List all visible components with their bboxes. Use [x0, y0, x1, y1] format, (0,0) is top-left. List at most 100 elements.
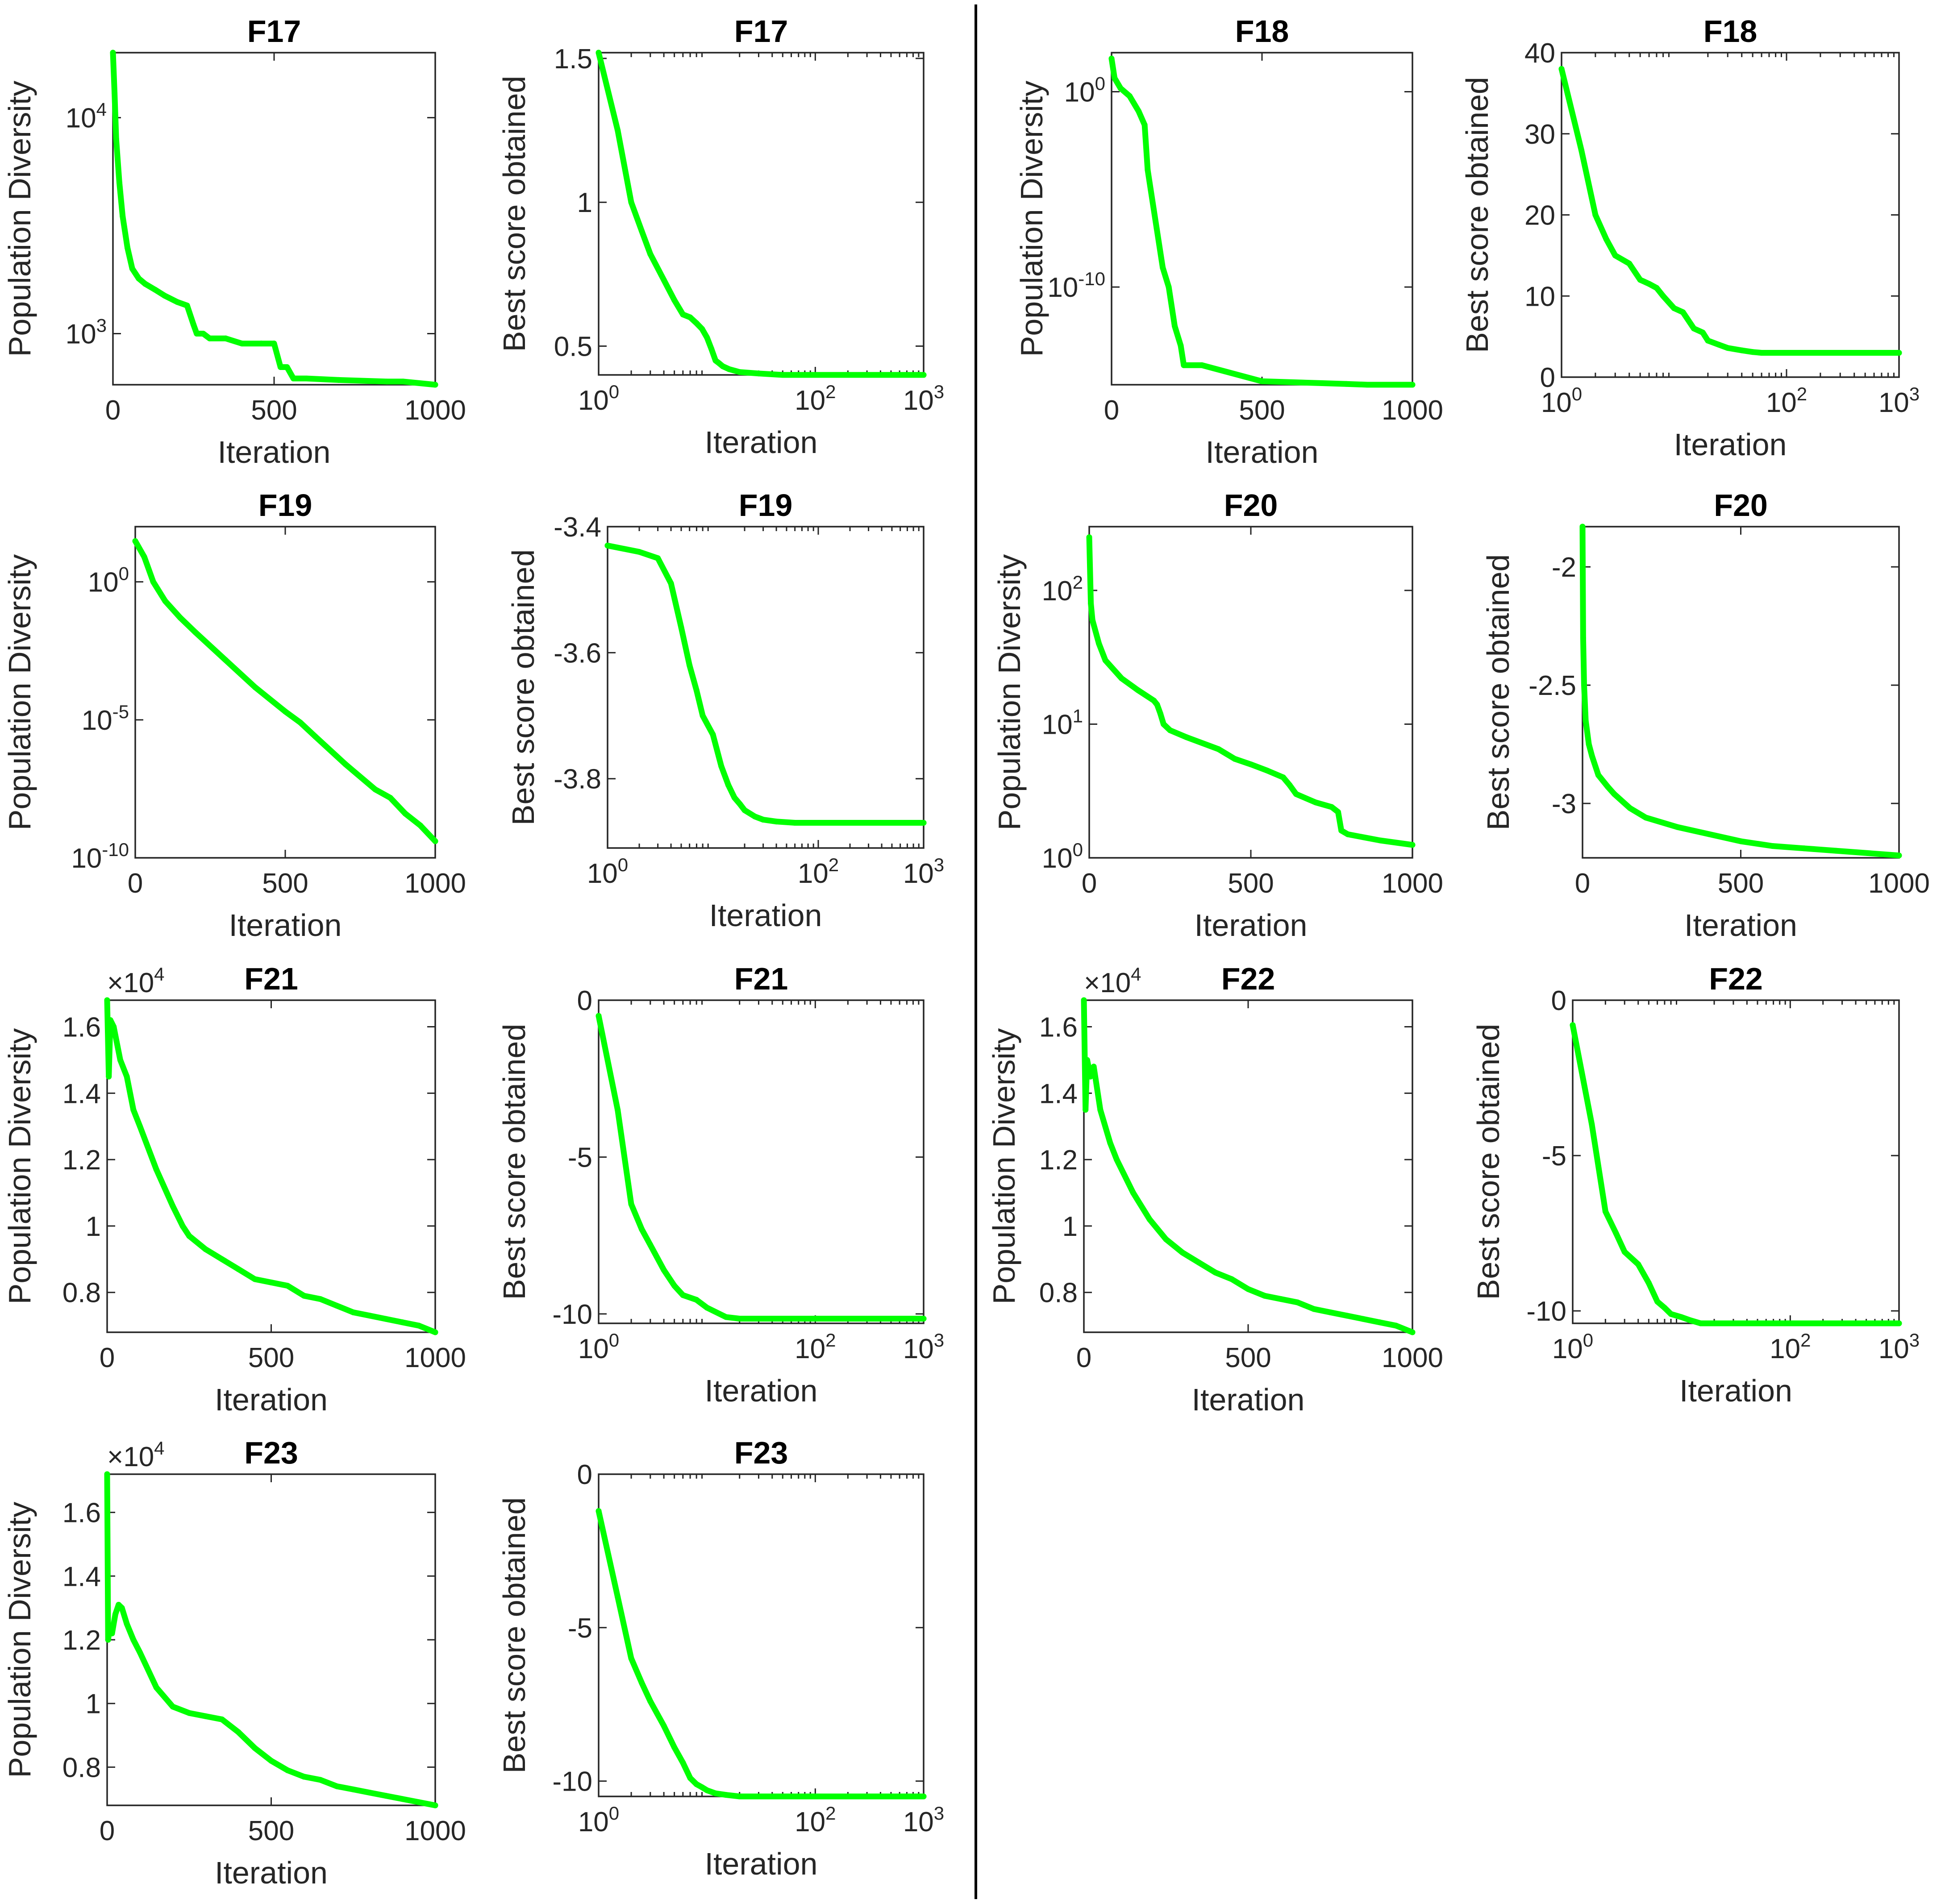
- tick-label-y: 1.2: [1039, 1145, 1078, 1176]
- tick-label-y: 10-5: [82, 701, 129, 736]
- data-point: [1329, 804, 1335, 810]
- data-point: [222, 657, 229, 663]
- data-point: [142, 281, 148, 287]
- tick-label-y: 0.8: [62, 1752, 101, 1783]
- tick-label-x: 500: [1239, 395, 1285, 426]
- data-point: [136, 275, 142, 282]
- data-point: [335, 377, 342, 383]
- tick-label-y: 101: [1042, 705, 1083, 740]
- tick-label-y: 0: [1540, 362, 1555, 393]
- data-point: [1212, 1269, 1218, 1276]
- tick-label-x: 1000: [1868, 868, 1930, 899]
- data-point: [258, 341, 264, 347]
- data-point: [112, 1611, 118, 1617]
- data-point: [150, 579, 156, 585]
- tick-label-x: 100: [578, 1330, 619, 1364]
- tick-label-y: 1.6: [1039, 1012, 1078, 1043]
- data-point: [680, 1759, 686, 1766]
- tick-label-y: 1.2: [62, 1625, 101, 1656]
- axis-exponent-base: ×10: [1084, 968, 1131, 998]
- data-point: [303, 375, 309, 382]
- data-point: [119, 1605, 125, 1611]
- data-point: [334, 1783, 340, 1789]
- tick-label-y-exp: 1: [1073, 705, 1083, 726]
- data-point: [920, 1315, 927, 1322]
- plot-area: [598, 52, 925, 376]
- x-axis-label: Iteration: [1195, 908, 1308, 943]
- data-point: [1749, 349, 1756, 355]
- data-point: [1161, 721, 1167, 727]
- tick-label-y-exp: -10: [102, 839, 129, 860]
- data-point: [1146, 1216, 1153, 1222]
- data-point: [1671, 305, 1677, 312]
- data-point: [239, 341, 245, 347]
- data-point: [284, 1283, 291, 1289]
- data-point: [1896, 349, 1902, 356]
- tick-label-x-exp: 2: [825, 1803, 836, 1824]
- tick-label-y-exp: 0: [1073, 839, 1083, 860]
- data-point: [693, 687, 700, 694]
- data-point: [1662, 1305, 1668, 1311]
- tick-label-x-base: 10: [903, 1334, 934, 1364]
- data-point: [219, 1716, 225, 1722]
- series-line: [104, 1471, 438, 1808]
- tick-label-x: 100: [1552, 1330, 1593, 1364]
- tick-label-y-exp: 4: [96, 99, 107, 120]
- tick-label-y: 0.5: [554, 332, 592, 362]
- data-point: [1130, 1190, 1136, 1196]
- data-point: [192, 629, 198, 635]
- data-point: [1678, 1314, 1685, 1320]
- data-point: [317, 1296, 324, 1302]
- chart-title: F23: [734, 1435, 788, 1470]
- data-point: [1711, 1320, 1717, 1326]
- y-axis-label: Best score obtained: [1471, 1024, 1506, 1300]
- data-point: [671, 1283, 678, 1289]
- data-point: [1589, 1121, 1595, 1127]
- data-point: [1602, 1208, 1608, 1214]
- tick-label-x: 1000: [404, 1343, 466, 1373]
- tick-label-x-base: 10: [578, 385, 609, 416]
- tick-label-x-exp: 2: [825, 1330, 836, 1351]
- tick-label-x-base: 10: [795, 1334, 825, 1364]
- data-point: [1280, 774, 1286, 781]
- data-point: [708, 346, 715, 352]
- chart-title: F22: [1221, 961, 1275, 996]
- data-point: [402, 811, 408, 817]
- data-point: [235, 1266, 242, 1272]
- data-point: [1627, 805, 1633, 811]
- tick-label-y: 1.5: [554, 44, 592, 75]
- tick-label-y: 1.4: [62, 1561, 101, 1592]
- data-point: [342, 761, 348, 767]
- data-point: [693, 320, 700, 326]
- plot-area: [112, 52, 436, 386]
- data-point: [1293, 791, 1299, 797]
- tick-label-x: 0: [100, 1816, 115, 1846]
- chart-title: F23: [244, 1435, 298, 1470]
- chart-title: F21: [244, 961, 298, 996]
- data-point: [152, 287, 158, 293]
- tick-label-x-exp: 3: [1909, 383, 1920, 404]
- data-point: [1338, 827, 1345, 834]
- data-point: [1154, 225, 1160, 232]
- tick-label-y: 10-10: [1047, 268, 1105, 303]
- data-point: [1730, 1320, 1737, 1326]
- tick-label-x-base: 10: [903, 385, 934, 416]
- chart-title: F17: [247, 14, 301, 49]
- tick-label-y: 1: [86, 1211, 101, 1242]
- data-point: [1344, 1313, 1350, 1319]
- data-point: [1199, 362, 1205, 368]
- data-point: [1621, 1249, 1628, 1255]
- x-axis-label: Iteration: [215, 1855, 328, 1890]
- tick-label-x-exp: 3: [934, 1330, 944, 1351]
- data-point: [687, 1775, 693, 1781]
- x-axis-label: Iteration: [229, 908, 342, 943]
- tick-label-y-base: 10: [66, 319, 96, 350]
- tick-label-x: 1000: [1382, 1343, 1443, 1373]
- data-point: [1126, 93, 1133, 99]
- data-point: [1864, 850, 1870, 856]
- chart-title: F22: [1709, 961, 1763, 996]
- data-point: [639, 228, 645, 234]
- data-point: [113, 136, 119, 142]
